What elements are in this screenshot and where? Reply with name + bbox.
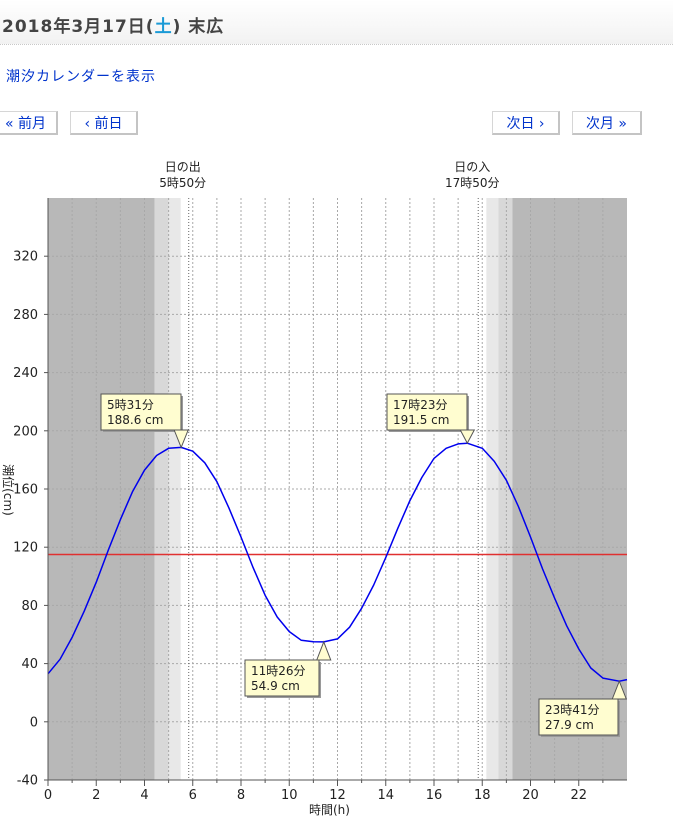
y-tick-label-0: 0 bbox=[30, 715, 38, 730]
x-tick-label-16: 16 bbox=[426, 788, 443, 803]
sunrise-time: 5時50分 bbox=[159, 176, 206, 190]
chart-axes: 0 2 4 6 8 10 12 14 16 18 20 22 時間(h) -40 0 40 80 120 160 20… bbox=[1, 198, 627, 817]
annotation-level: 27.9 cm bbox=[545, 718, 594, 732]
next-month-button[interactable]: 次月 » bbox=[572, 111, 642, 135]
x-tick-label-2: 2 bbox=[92, 788, 100, 803]
annotation-box bbox=[244, 659, 320, 697]
shading-band-2 bbox=[168, 198, 181, 780]
tide-calendar-link[interactable]: 潮汐カレンダーを表示 bbox=[6, 69, 156, 85]
tide-curve-group bbox=[47, 442, 628, 682]
y-tick-label-240: 240 bbox=[13, 366, 38, 381]
y-tick-label-160: 160 bbox=[13, 483, 38, 498]
x-tick-label-6: 6 bbox=[189, 788, 197, 803]
annotation-time: 5時31分 bbox=[107, 398, 154, 412]
sunset-time: 17時50分 bbox=[445, 176, 500, 190]
tide-chart: 日の出 5時50分 日の入 17時50分 0 2 4 6 8 10 12 14 16 18 20 22 時間(… bbox=[1, 160, 628, 817]
tide-curve bbox=[47, 442, 628, 682]
annotation-time: 11時26分 bbox=[251, 664, 306, 678]
page-title: 2018年3月17日(土) 末広 bbox=[2, 12, 224, 37]
x-tick-label-10: 10 bbox=[281, 788, 298, 803]
sunrise-label: 日の出 bbox=[165, 160, 201, 174]
x-tick-label-18: 18 bbox=[474, 788, 491, 803]
next-day-button[interactable]: 次日 › bbox=[492, 111, 560, 135]
prev-month-button[interactable]: « 前月 bbox=[0, 111, 58, 135]
annotation-box bbox=[386, 393, 468, 431]
x-axis-label: 時間(h) bbox=[309, 803, 350, 817]
sunset-label: 日の入 bbox=[454, 160, 490, 174]
annotation-time: 23時41分 bbox=[545, 703, 600, 717]
y-tick-label-200: 200 bbox=[13, 424, 38, 439]
annotation-tail bbox=[611, 679, 628, 700]
page-header: 2018年3月17日(土) 末広 bbox=[0, 0, 673, 45]
x-tick-label-12: 12 bbox=[329, 788, 346, 803]
title-date: 2018年3月17日( bbox=[2, 17, 155, 37]
x-tick-label-8: 8 bbox=[237, 788, 245, 803]
y-tick-label-120: 120 bbox=[13, 541, 38, 556]
annotation-time: 17時23分 bbox=[393, 398, 448, 412]
annotation-level: 191.5 cm bbox=[393, 413, 449, 427]
y-tick-label-40: 40 bbox=[21, 657, 38, 672]
day-of-week: 土 bbox=[154, 17, 173, 37]
title-location: ) 末広 bbox=[172, 17, 225, 37]
y-tick-label-80: 80 bbox=[21, 599, 38, 614]
x-tick-label-4: 4 bbox=[140, 788, 148, 803]
x-tick-label-20: 20 bbox=[522, 788, 539, 803]
x-tick-label-22: 22 bbox=[570, 788, 587, 803]
y-tick-label-320: 320 bbox=[13, 250, 38, 265]
y-tick-label-280: 280 bbox=[13, 308, 38, 323]
y-tick-label--40: -40 bbox=[17, 774, 38, 789]
x-tick-label-14: 14 bbox=[377, 788, 394, 803]
annotation-level: 188.6 cm bbox=[107, 413, 163, 427]
prev-day-button[interactable]: ‹ 前日 bbox=[70, 111, 138, 135]
annotation-tail bbox=[316, 640, 332, 661]
x-tick-label-0: 0 bbox=[44, 788, 52, 803]
annotation-box bbox=[100, 393, 182, 431]
y-axis-label: 潮位(cm) bbox=[1, 464, 16, 516]
annotation-box bbox=[538, 698, 619, 736]
annotation-level: 54.9 cm bbox=[251, 679, 300, 693]
sun-labels: 日の出 5時50分 日の入 17時50分 bbox=[159, 160, 499, 190]
